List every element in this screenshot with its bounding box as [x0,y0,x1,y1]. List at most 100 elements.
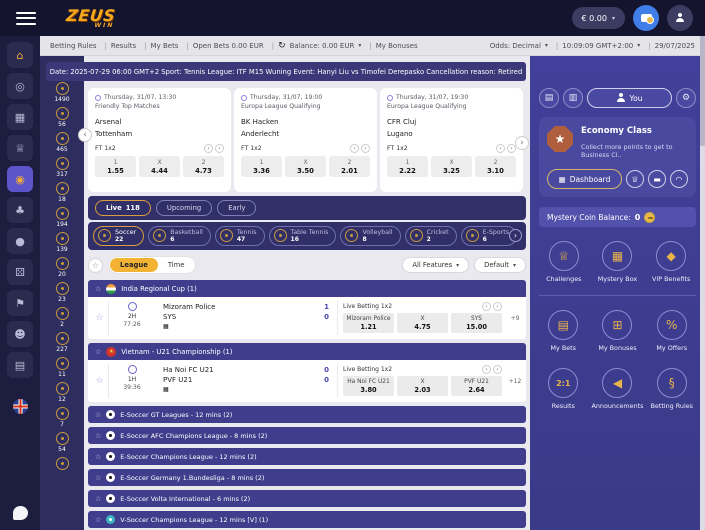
featured-match-card[interactable]: Thursday, 31/07, 19:00 Europa League Qua… [234,88,377,192]
league-header-india[interactable]: ☆ India Regional Cup (1) [88,280,526,297]
odds-format-select[interactable]: Odds: Decimal ▾ [490,42,563,50]
account-button[interactable] [667,5,693,31]
prev-market-icon[interactable]: ‹ [204,144,213,153]
favorite-star-icon[interactable]: ☆ [95,494,102,503]
deposit-button[interactable] [633,5,659,31]
odds-button[interactable]: Mizoram Police 1.21 [343,313,394,333]
my-bets-link[interactable]: My Bets [151,42,193,50]
results-link[interactable]: Results [111,42,151,50]
results-button[interactable]: 2:1 Results [539,368,588,410]
match-row[interactable]: ☆ 2H 77:26 Mizoram Police 1 SYS 0 ▦ Live B… [88,297,526,339]
timezone-select[interactable]: 10:09:09 GMT+2:00 ▾ [562,42,654,50]
you-tab[interactable]: You [587,88,672,108]
card-icon[interactable]: ▬ [648,170,666,188]
prev-market-icon[interactable]: ‹ [350,144,359,153]
favorite-star-icon[interactable]: ☆ [91,301,109,335]
sidebar-sport-handball[interactable]: 11 [55,357,69,378]
cards-next-button[interactable]: › [515,136,529,150]
casino-icon[interactable]: ♣ [7,197,33,223]
sidebar-sport-winter[interactable]: 7 [55,407,69,428]
tournaments-icon[interactable]: ♕ [7,135,33,161]
favorites-star-icon[interactable]: ☆ [88,257,103,273]
favorite-star-icon[interactable]: ☆ [95,515,102,524]
home-icon[interactable]: ⌂ [7,42,33,68]
featured-match-card[interactable]: Thursday, 31/07, 13:30 Friendly Top Matc… [88,88,231,192]
league-header-collapsed[interactable]: ☆ E-Soccer GT Leagues - 12 mins (2) [88,406,526,423]
next-market-icon[interactable]: › [361,144,370,153]
odds-button[interactable]: Ha Noi FC U21 3.80 [343,376,394,396]
open-bets-link[interactable]: Open Bets 0.00 EUR [193,42,278,50]
prev-market-icon[interactable]: ‹ [482,302,491,311]
odds-button[interactable]: 1 1.55 [95,156,136,177]
receipt-icon[interactable]: ▤ [539,88,559,108]
match-row[interactable]: ☆ 1H 39:36 Ha Noi FC U21 0 PVF U21 0 ▦ Liv… [88,360,526,402]
sidebar-sport-soccer[interactable]: 1490 [54,82,70,103]
prev-market-icon[interactable]: ‹ [482,365,491,374]
sidebar-sport-rugby[interactable]: 12 [55,382,69,403]
default-sort-select[interactable]: Default ▾ [474,257,526,273]
racing-icon[interactable]: ⚑ [7,290,33,316]
more-markets-link[interactable]: +12 [508,377,522,385]
odds-button[interactable]: SYS 15.00 [451,313,502,333]
mystery-box-button[interactable]: ▦ Mystery Box [593,241,643,283]
tab-live[interactable]: Live 118 [95,200,151,216]
ball-games-icon[interactable]: ● [7,228,33,254]
challenges-button[interactable]: ♕ Challenges [539,241,589,283]
zeus-win-logo[interactable]: ZEUS WIN [65,6,116,29]
cards-prev-button[interactable]: ‹ [78,128,92,142]
sidebar-sport-virtuals[interactable]: 227 [55,332,69,353]
odds-button[interactable]: X 3.50 [285,156,326,177]
tab-sport-table-tennis[interactable]: Table Tennis 16 [268,225,337,247]
tab-upcoming[interactable]: Upcoming [155,200,213,216]
tab-sport-soccer[interactable]: Soccer 22 [93,225,145,247]
odds-button[interactable]: PVF U21 2.64 [451,376,502,396]
sidebar-sport-ice-hockey[interactable]: 23 [55,282,69,303]
sports-live-icon[interactable]: ◉ [7,166,33,192]
stats-grid-icon[interactable]: ▦ [163,323,169,331]
favorite-star-icon[interactable]: ☆ [91,364,109,398]
stats-grid-icon[interactable]: ▦ [163,386,169,394]
dashboard-button[interactable]: ▦ Dashboard [547,169,622,189]
tab-sport-tennis[interactable]: Tennis 47 [214,225,265,247]
odds-button[interactable]: X 4.75 [397,313,448,333]
tab-sport-basketball[interactable]: Basketball 6 [148,225,211,247]
page-scrollbar[interactable] [700,36,705,530]
sidebar-sport-dice[interactable]: 2 [55,307,69,328]
live-casino-icon[interactable]: ◎ [7,73,33,99]
odds-button[interactable]: 1 2.22 [387,156,428,177]
tab-sport-cricket[interactable]: Cricket 2 [404,225,457,247]
betting-rules-button[interactable]: § Betting Rules [647,368,696,410]
ticket-icon[interactable]: ▥ [563,88,583,108]
tab-sport-volleyball[interactable]: Volleyball 8 [340,225,401,247]
toggle-league[interactable]: League [110,258,158,272]
league-header-collapsed[interactable]: ☆ E-Soccer Champions League - 12 mins (2) [88,448,526,465]
rules-book-icon[interactable]: ▤ [7,352,33,378]
odds-button[interactable]: 1 3.36 [241,156,282,177]
tab-early[interactable]: Early [217,200,257,216]
odds-button[interactable]: X 2.03 [397,376,448,396]
my-bonuses-link[interactable]: My Bonuses [375,41,418,50]
support-chat-icon[interactable] [12,506,28,520]
sidebar-sport-volleyball[interactable]: 139 [55,232,69,253]
dice-games-icon[interactable]: ⚄ [7,259,33,285]
sidebar-sport-am-football[interactable]: 194 [55,207,69,228]
wifi-icon[interactable]: ◠ [670,170,688,188]
league-header-collapsed[interactable]: ☆ E-Soccer AFC Champions League - 8 mins … [88,427,526,444]
prev-market-icon[interactable]: ‹ [496,144,505,153]
trophy-icon[interactable]: ♕ [626,170,644,188]
league-header-collapsed[interactable]: ☆ V-Soccer Champions League - 12 mins [V]… [88,511,526,528]
my-offers-button[interactable]: % My Offers [647,310,696,352]
next-market-icon[interactable]: › [493,365,502,374]
community-icon[interactable]: ☻ [7,321,33,347]
sidebar-sport-basketball[interactable]: 56 [55,107,69,128]
more-markets-link[interactable]: +9 [510,314,520,322]
sidebar-sport-more[interactable] [55,457,69,470]
league-header-vietnam[interactable]: ☆ ★ Vietnam - U21 Championship (1) [88,343,526,360]
odds-button[interactable]: X 3.25 [431,156,472,177]
favorite-star-icon[interactable]: ☆ [95,284,102,293]
favorite-star-icon[interactable]: ☆ [95,452,102,461]
balance-refresh[interactable]: ↻ Balance: 0.00 EUR ▾ [278,41,376,51]
sidebar-sport-boxing[interactable]: 18 [55,182,69,203]
promotions-icon[interactable]: ▦ [7,104,33,130]
sidebar-sport-tennis[interactable]: 465 [55,132,69,153]
